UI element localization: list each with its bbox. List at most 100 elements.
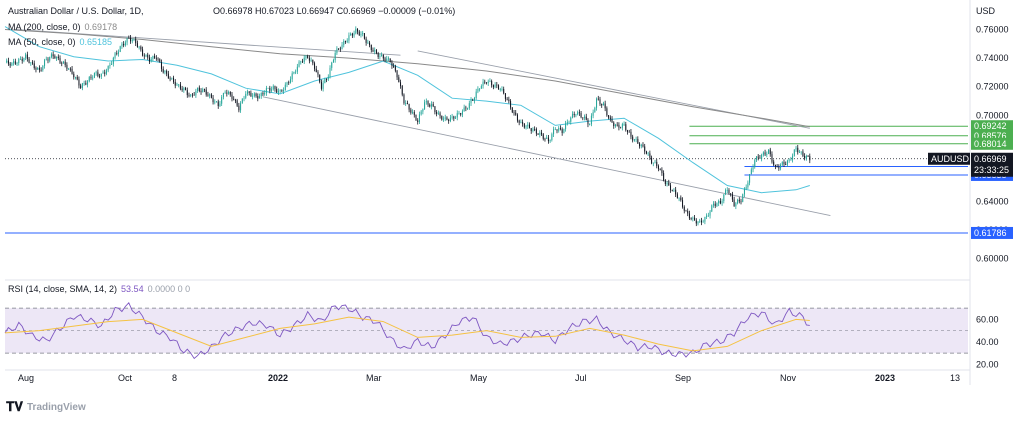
candle-body (523, 123, 525, 128)
candle-body (682, 200, 684, 207)
candle-body (351, 33, 353, 36)
level-tag (971, 226, 1013, 239)
candle-body (246, 91, 248, 94)
candle-body (573, 113, 575, 116)
candle-body (71, 68, 73, 74)
candle-body (439, 113, 441, 116)
candle-body (608, 115, 610, 118)
candle-body (541, 132, 543, 135)
candle-body (687, 211, 689, 214)
candle-body (97, 72, 99, 76)
candle-body (197, 87, 199, 91)
candle-body (745, 187, 747, 189)
candle-body (410, 109, 412, 113)
candle-body (425, 101, 427, 103)
candle-body (212, 97, 214, 103)
tradingview-logo[interactable]: 𝐓𝐕 TradingView (6, 399, 86, 415)
price-tick-label: 0.76000 (976, 24, 1009, 34)
candle-body (547, 137, 549, 142)
candle-body (408, 104, 410, 110)
time-tick-label: 8 (172, 373, 177, 383)
candle-body (357, 28, 359, 32)
candle-body (307, 55, 309, 59)
candle-body (250, 92, 252, 97)
candle-body (73, 73, 75, 78)
candle-body (463, 107, 465, 112)
candle-body (276, 88, 278, 93)
candle-body (546, 137, 548, 139)
candle-body (338, 48, 340, 50)
candle-body (530, 128, 532, 132)
candle-body (317, 72, 319, 75)
candle-body (611, 118, 613, 123)
candle-body (578, 112, 580, 114)
candle-body (260, 92, 262, 97)
ma200-legend[interactable]: MA (200, close, 0) 0.69178 (8, 22, 117, 32)
candle-body (491, 81, 493, 86)
candle-body (37, 67, 39, 70)
candle-body (288, 82, 290, 84)
candle-body (735, 203, 737, 207)
candle-body (792, 155, 794, 160)
candle-body (334, 53, 336, 61)
level-label: 0.68576 (974, 131, 1007, 141)
candle-body (766, 153, 768, 155)
candle-body (626, 130, 629, 132)
candle-body (778, 167, 780, 169)
rsi-tick-label: 40.00 (976, 337, 999, 347)
candle-body (271, 89, 273, 91)
candle-body (640, 144, 642, 147)
candle-body (785, 164, 787, 165)
candle-body (154, 55, 156, 58)
ma50-value: 0.65185 (79, 37, 113, 47)
candle-body (104, 72, 106, 74)
candle-body (704, 216, 706, 222)
candle-body (310, 59, 312, 61)
candle-body (186, 90, 188, 96)
candle-body (625, 124, 627, 131)
candle-body (6, 60, 8, 63)
candle-body (88, 77, 90, 82)
candle-body (430, 104, 432, 107)
candle-body (510, 101, 512, 108)
candle-body (752, 167, 754, 170)
candle-body (525, 126, 527, 128)
candle-body (224, 92, 226, 94)
candle-body (790, 159, 792, 161)
candle-body (422, 109, 424, 112)
candle-body (415, 114, 417, 121)
candle-body (577, 112, 579, 115)
candle-body (606, 108, 608, 116)
rsi-legend[interactable]: RSI (14, close, SMA, 14, 2) 53.54 0.0000 0… (8, 284, 190, 294)
candle-body (711, 205, 713, 212)
candle-body (537, 133, 539, 135)
candle-body (561, 129, 563, 133)
candle-body (508, 99, 510, 102)
candle-body (69, 68, 71, 70)
candle-body (551, 134, 553, 141)
rsi-tick-label: 20.00 (976, 359, 999, 369)
candle-body (534, 129, 536, 131)
ma50-legend[interactable]: MA (50, close, 0) 0.65185 (8, 37, 112, 47)
candle-body (295, 71, 297, 73)
candle-body (522, 122, 524, 124)
candle-body (185, 87, 187, 91)
candle-body (623, 124, 625, 125)
candle-body (159, 59, 161, 63)
candle-body (203, 89, 205, 91)
candle-body (130, 37, 132, 42)
candle-body (429, 104, 431, 107)
candle-body (152, 55, 154, 59)
candle-body (499, 89, 501, 90)
candle-body (166, 70, 168, 74)
candle-body (637, 139, 639, 144)
candle-body (721, 201, 723, 204)
candle-body (723, 194, 725, 202)
candle-body (92, 77, 94, 79)
rsi-line (4, 301, 810, 360)
candle-body (649, 153, 651, 158)
candle-body (365, 38, 367, 43)
candle-body (209, 94, 211, 96)
candle-body (147, 54, 149, 58)
